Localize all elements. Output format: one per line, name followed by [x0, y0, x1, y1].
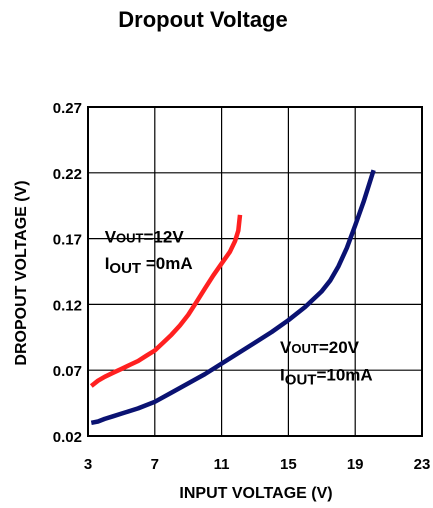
y-tick-label: 0.12: [53, 297, 82, 314]
x-tick-label: 7: [151, 456, 159, 473]
series-annotation: IOUT =0mA: [105, 254, 193, 277]
x-axis-label: INPUT VOLTAGE (V): [179, 485, 332, 502]
plot-frame: [87, 106, 423, 437]
x-tick-label: 3: [84, 456, 92, 473]
x-tick-label: 15: [280, 456, 297, 473]
x-tick-label: 19: [347, 456, 364, 473]
chart-title: Dropout Voltage: [118, 7, 287, 32]
y-tick-label: 0.02: [53, 429, 82, 446]
y-tick-label: 0.07: [53, 363, 82, 380]
x-tick-label: 23: [414, 456, 431, 473]
annotations: VOUT=12V IOUT =0mA VOUT=20V IOUT=10mA: [105, 228, 373, 389]
series-layer: [89, 169, 376, 426]
tick-labels: 3 7 11 15 19 23 0.02 0.07 0.12 0.17 0.22 0.27: [53, 100, 431, 473]
series-annotation: IOUT=10mA: [280, 366, 373, 389]
series-annotation: VOUT=12V: [105, 228, 185, 247]
y-tick-label: 0.22: [53, 166, 82, 183]
series-annotation: VOUT=20V: [280, 338, 360, 357]
series-line-0: [89, 214, 243, 388]
x-tick-label: 11: [214, 456, 230, 473]
y-tick-label: 0.27: [53, 100, 82, 117]
series-line-1: [90, 169, 376, 426]
y-tick-label: 0.17: [53, 232, 82, 249]
y-axis-label: DROPOUT VOLTAGE (V): [13, 180, 30, 365]
